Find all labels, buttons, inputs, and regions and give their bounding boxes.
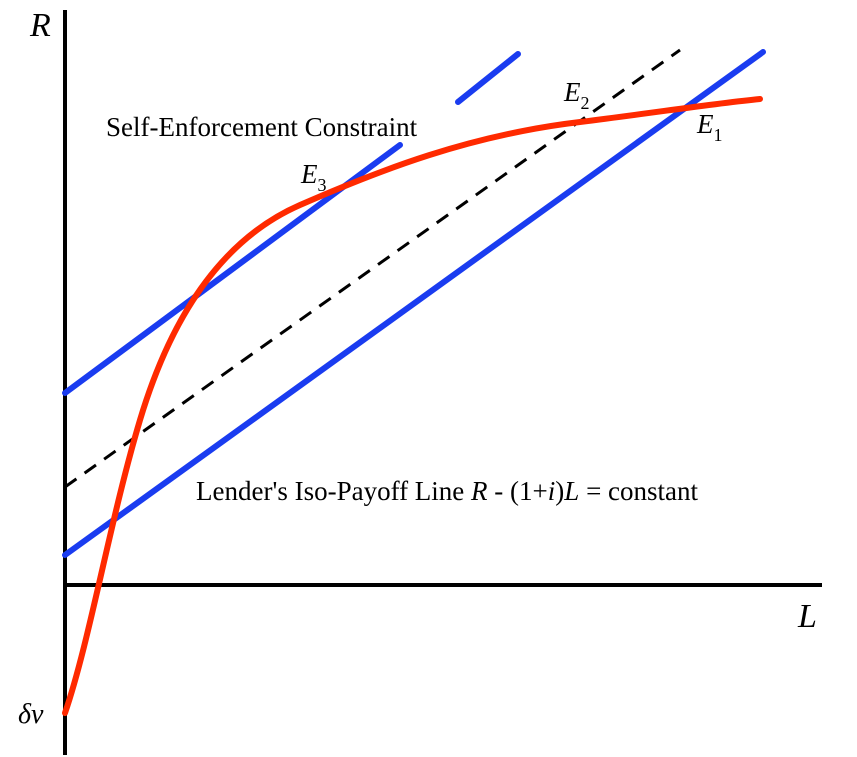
x-axis-label: L (797, 598, 817, 635)
iso-mid: - (1+ (488, 476, 548, 506)
iso-payoff-label: Lender's Iso-Payoff Line R - (1+i)L = co… (196, 476, 699, 506)
intercept-label: δv (18, 699, 44, 730)
iso-L: L (563, 476, 579, 506)
e2-sub: 2 (581, 93, 590, 113)
iso-R: R (470, 476, 488, 506)
e2-letter: E (563, 77, 581, 107)
iso-close: ) (555, 476, 564, 506)
point-e3-label: E3 (300, 159, 327, 195)
point-e1-label: E1 (696, 109, 723, 145)
e1-letter: E (696, 109, 714, 139)
constraint-label: Self-Enforcement Constraint (106, 112, 418, 142)
iso-suffix: = constant (579, 476, 698, 506)
e3-letter: E (300, 159, 318, 189)
point-e2-label: E2 (563, 77, 590, 113)
iso-prefix: Lender's Iso-Payoff Line (196, 476, 471, 506)
y-axis-label: R (29, 7, 51, 44)
e3-sub: 3 (318, 175, 327, 195)
e1-sub: 1 (714, 125, 723, 145)
iso-payoff-line-high-segment (455, 51, 521, 105)
self-enforcement-curve (62, 96, 763, 716)
iso-payoff-line-low (62, 49, 766, 558)
iso-i: i (548, 476, 556, 506)
